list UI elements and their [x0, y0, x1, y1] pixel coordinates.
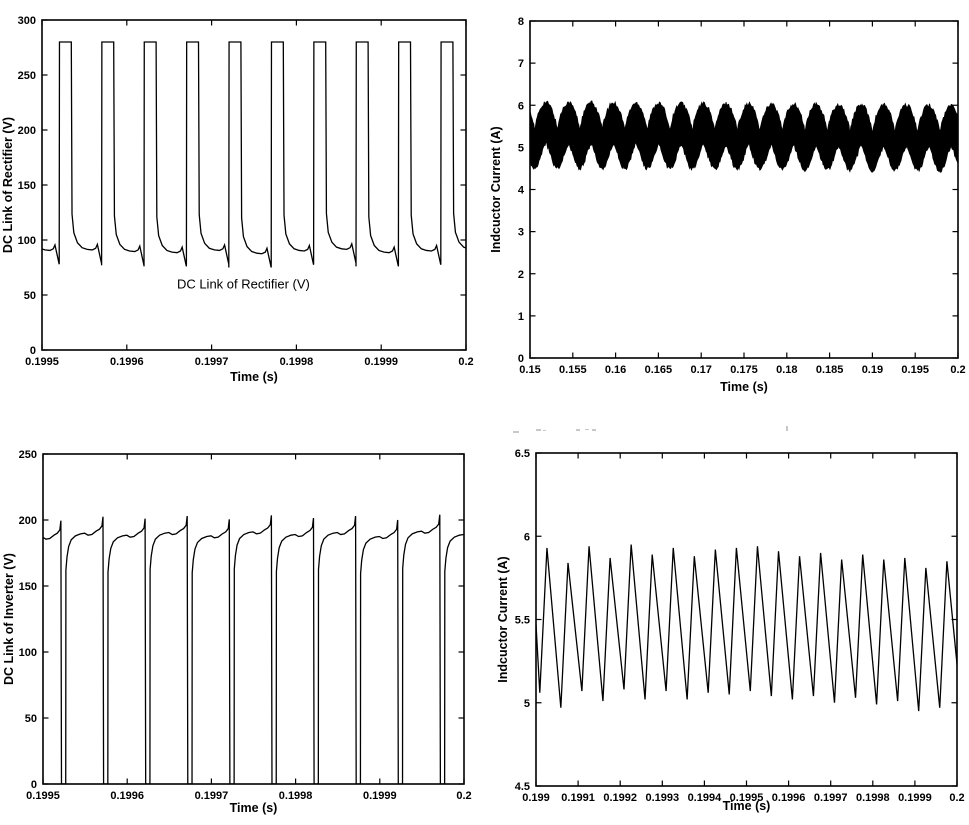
- y-tick-label: 50: [24, 290, 36, 302]
- x-axis-label: Time (s): [720, 380, 768, 394]
- x-tick-label: 0.1999: [898, 792, 932, 804]
- plot-box: [42, 453, 465, 785]
- x-axis-label: Time (s): [723, 799, 771, 813]
- waveform-band: [530, 100, 958, 174]
- x-tick-label: 0.1992: [603, 792, 637, 804]
- y-tick-label: 8: [518, 16, 524, 28]
- y-tick-label: 6: [524, 531, 530, 543]
- chart-inductor-current-zoom: 0.199 0.1991 0.1992 0.1993 0.1994 0.1995 0.199…: [485, 420, 969, 825]
- artifact-speck: [576, 429, 580, 431]
- y-tick-label: 100: [19, 647, 37, 659]
- y-tick-label: 2: [518, 269, 524, 281]
- y-tick-label: 0: [518, 353, 524, 365]
- plot-box: [535, 452, 958, 787]
- x-tick-label: 0.16: [605, 364, 626, 376]
- x-tick-label: 0.2: [458, 356, 473, 368]
- artifact-speck: [543, 430, 546, 431]
- x-tick-label: 0.1995: [25, 356, 59, 368]
- y-axis-label: DC Link of Inverter (V): [2, 553, 16, 685]
- artifact-speck: [585, 429, 589, 430]
- artifact-speck: [513, 431, 519, 433]
- x-tick-label: 0.15: [519, 364, 540, 376]
- artifact-speck: [786, 426, 788, 431]
- waveform-line: [43, 514, 464, 784]
- y-tick-label: 250: [19, 449, 37, 461]
- x-tick-label: 0.1997: [814, 792, 848, 804]
- y-tick-label: 0: [30, 345, 36, 357]
- x-axis-label: Time (s): [230, 370, 278, 384]
- waveform-line: [42, 41, 466, 268]
- x-tick-label: 0.1998: [280, 356, 314, 368]
- plot-box: [41, 19, 467, 351]
- x-tick-label: 0.1993: [645, 792, 679, 804]
- y-tick-label: 6.5: [515, 448, 530, 460]
- x-tick-label: 0.2: [456, 790, 471, 802]
- y-tick-label: 300: [18, 15, 36, 27]
- x-tick-label: 0.185: [816, 364, 844, 376]
- x-tick-label: 0.18: [776, 364, 797, 376]
- x-tick-label: 0.1996: [772, 792, 806, 804]
- x-tick-label: 0.17: [690, 364, 711, 376]
- x-tick-label: 0.155: [559, 364, 587, 376]
- y-tick-label: 150: [18, 180, 36, 192]
- x-tick-label: 0.19: [862, 364, 883, 376]
- artifact-speck: [536, 429, 541, 431]
- waveform-line: [536, 544, 957, 712]
- x-tick-label: 0.1998: [279, 790, 313, 802]
- inductor-current-full-plot: 0.15 0.155 0.16 0.165 0.17 0.175 0.18 0.185 0.19…: [489, 16, 966, 394]
- y-tick-label: 200: [18, 125, 36, 137]
- x-tick-label: 0.1996: [110, 790, 144, 802]
- y-tick-label: 5: [518, 142, 524, 154]
- plot-box: [529, 20, 959, 359]
- x-tick-label: 0.195: [901, 364, 929, 376]
- x-tick-label: 0.1999: [364, 356, 398, 368]
- y-tick-label: 200: [19, 515, 37, 527]
- x-axis-label: Time (s): [230, 801, 278, 815]
- x-tick-label: 0.175: [730, 364, 758, 376]
- artifact-speck: [592, 429, 596, 431]
- y-tick-label: 5: [524, 698, 530, 710]
- x-tick-label: 0.1991: [561, 792, 595, 804]
- x-tick-label: 0.165: [645, 364, 673, 376]
- x-tick-label: 0.1995: [26, 790, 60, 802]
- x-tick-label: 0.1997: [195, 356, 229, 368]
- y-tick-label: 4: [518, 185, 525, 197]
- x-tick-label: 0.1997: [195, 790, 229, 802]
- y-tick-label: 6: [518, 100, 524, 112]
- chart-inductor-current-full: 0.15 0.155 0.16 0.165 0.17 0.175 0.18 0.185 0.19…: [485, 0, 969, 415]
- plot-annotation: DC Link of Rectifier (V): [177, 276, 310, 291]
- x-tick-label: 0.1996: [110, 356, 144, 368]
- dc-link-inverter-plot: 0.1995 0.1996 0.1997 0.1998 0.1999 0.2 0 50 100 1…: [2, 449, 472, 815]
- y-tick-label: 150: [19, 581, 37, 593]
- y-axis-label: DC Link of Rectifier (V): [1, 117, 15, 253]
- y-axis-label: Indcuctor Current (A): [496, 556, 510, 682]
- y-tick-label: 5.5: [515, 615, 530, 627]
- y-tick-label: 1: [518, 311, 524, 323]
- chart-dc-link-inverter: 0.1995 0.1996 0.1997 0.1998 0.1999 0.2 0 50 100 1…: [0, 420, 485, 825]
- y-tick-label: 50: [25, 713, 37, 725]
- x-tick-label: 0.2: [950, 364, 965, 376]
- y-tick-label: 7: [518, 58, 524, 70]
- x-tick-label: 0.1998: [856, 792, 890, 804]
- x-tick-label: 0.199: [522, 792, 550, 804]
- y-tick-label: 250: [18, 70, 36, 82]
- y-tick-label: 3: [518, 227, 524, 239]
- dc-link-rectifier-plot: 0.1995 0.1996 0.1997 0.1998 0.1999 0.2 0 50 100 1…: [1, 15, 474, 384]
- y-tick-label: 100: [18, 235, 36, 247]
- y-tick-label: 4.5: [515, 781, 530, 793]
- x-tick-label: 0.1994: [688, 792, 723, 804]
- y-axis-label: Indcuctor Current (A): [489, 126, 503, 252]
- inductor-current-zoom-plot: 0.199 0.1991 0.1992 0.1993 0.1994 0.1995 0.199…: [496, 448, 965, 813]
- y-tick-label: 0: [31, 779, 37, 791]
- x-tick-label: 0.1999: [363, 790, 397, 802]
- x-tick-label: 0.2: [949, 792, 964, 804]
- chart-dc-link-rectifier: 0.1995 0.1996 0.1997 0.1998 0.1999 0.2 0 50 100 1…: [0, 0, 485, 415]
- x-tick-label: 0.1995: [730, 792, 764, 804]
